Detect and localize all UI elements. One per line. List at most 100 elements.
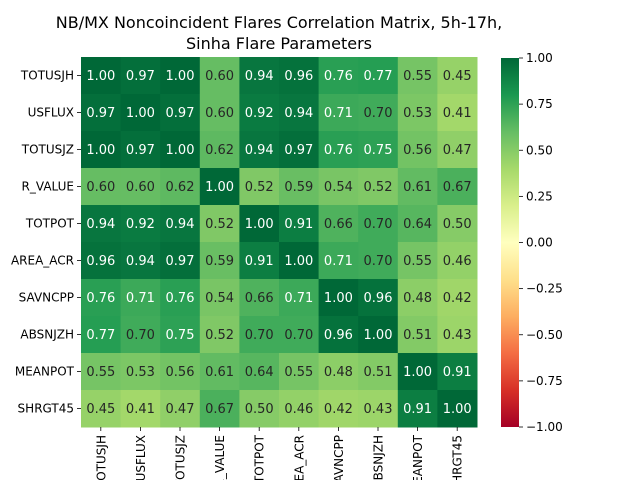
heatmap-cell [199,131,240,169]
heatmap-cell [318,353,359,391]
column-tick-label: MEANPOT [411,434,425,480]
cell-value-label: 0.97 [86,106,115,121]
cell-value-label: 0.97 [126,69,155,84]
heatmap-cell [120,57,161,95]
cell-value-label: 0.42 [443,291,472,306]
cell-value-label: 0.55 [403,254,432,269]
cell-value-label: 0.46 [284,402,313,417]
cell-value-label: 0.47 [443,143,472,158]
cell-value-label: 0.70 [126,328,155,343]
column-tick-label: R_VALUE [213,435,227,480]
heatmap-cell [318,390,359,428]
heatmap-cell [81,316,122,354]
heatmap-cell [279,316,320,354]
heatmap-cell [397,316,438,354]
chart-subtitle: Sinha Flare Parameters [186,34,372,53]
heatmap-cell [318,168,359,206]
cell-value-label: 0.71 [126,291,155,306]
heatmap-cell [199,168,240,206]
row-tick-label: SAVNCPP [19,291,74,305]
cell-value-label: 0.51 [403,328,432,343]
cell-value-label: 0.66 [245,291,274,306]
heatmap-cell [239,205,280,243]
heatmap-cell [397,390,438,428]
cell-value-label: 1.00 [166,69,195,84]
heatmap-cell [160,353,201,391]
cell-value-label: 0.77 [364,69,393,84]
cell-value-label: 1.00 [86,69,115,84]
heatmap-cell [358,316,399,354]
cell-value-label: 0.59 [205,254,234,269]
cell-value-label: 1.00 [245,217,274,232]
cell-value-label: 0.94 [166,217,195,232]
cell-value-label: 1.00 [126,106,155,121]
column-tick-labels: TOTUSJH USFLUX TOTUSJZ R_VALUE TOTPOT AREA_AC… [94,427,465,480]
cell-value-label: 0.97 [166,106,195,121]
cell-value-label: 0.61 [205,365,234,380]
row-tick-labels: TOTUSJH USFLUX TOTUSJZ R_VALUE TOTPOT AREA_AC… [11,69,81,416]
cell-value-label: 0.66 [324,217,353,232]
heatmap-cell [437,205,478,243]
colorbar-tick-label: −0.25 [526,282,563,296]
heatmap-cell [397,131,438,169]
cell-value-label: 1.00 [284,254,313,269]
heatmap-cell [397,57,438,95]
heatmap-cell [279,131,320,169]
heatmap-cell [397,168,438,206]
cell-value-label: 0.52 [245,180,274,195]
colorbar-tick-label: −1.00 [526,420,563,434]
cell-value-label: 0.52 [205,217,234,232]
cell-value-label: 0.42 [324,402,353,417]
heatmap-cell [358,94,399,132]
cell-value-label: 0.71 [324,254,353,269]
column-tick-label: TOTUSJH [94,435,108,480]
heatmap-cell [239,168,280,206]
heatmap-cell [358,390,399,428]
row-tick-label: TOTPOT [25,217,75,231]
heatmap-cell [81,94,122,132]
heatmap-cell [120,94,161,132]
cell-value-label: 0.53 [126,365,155,380]
row-tick-label: USFLUX [28,106,74,120]
cell-value-label: 0.94 [245,143,274,158]
cell-value-label: 0.41 [126,402,155,417]
row-tick-label: R_VALUE [22,180,74,194]
heatmap-cell [358,57,399,95]
heatmap-cell [81,205,122,243]
heatmap-cell [437,242,478,280]
heatmap-cell [81,279,122,317]
heatmap-cell [199,390,240,428]
heatmap-cell [397,94,438,132]
colorbar-tick-label: 0.50 [526,143,553,157]
heatmap-cell [120,353,161,391]
heatmap-cell [160,94,201,132]
cell-value-label: 0.55 [403,69,432,84]
cell-value-label: 0.55 [284,365,313,380]
cell-value-label: 0.94 [86,217,115,232]
heatmap-cell [81,390,122,428]
colorbar-tick-label: 1.00 [526,51,553,65]
heatmap-cell [358,242,399,280]
cell-value-label: 0.64 [245,365,274,380]
colorbar-tick-label: −0.75 [526,374,563,388]
cell-value-label: 0.41 [443,106,472,121]
cell-value-label: 0.50 [245,402,274,417]
cell-value-label: 0.70 [364,217,393,232]
cell-value-label: 0.47 [166,402,195,417]
heatmap-cell [120,316,161,354]
heatmap-cell [239,57,280,95]
heatmap-cell [120,242,161,280]
heatmap-cell [279,353,320,391]
heatmap-cell [160,168,201,206]
heatmap-cell [318,316,359,354]
cell-value-label: 0.71 [284,291,313,306]
chart-title: NB/MX Noncoincident Flares Correlation M… [56,13,502,32]
cell-value-label: 0.55 [86,365,115,380]
heatmap-cell [160,316,201,354]
cell-value-label: 0.71 [324,106,353,121]
cell-value-label: 0.60 [205,69,234,84]
heatmap-cell [358,205,399,243]
heatmap-cell [239,390,280,428]
heatmap-cell [279,94,320,132]
